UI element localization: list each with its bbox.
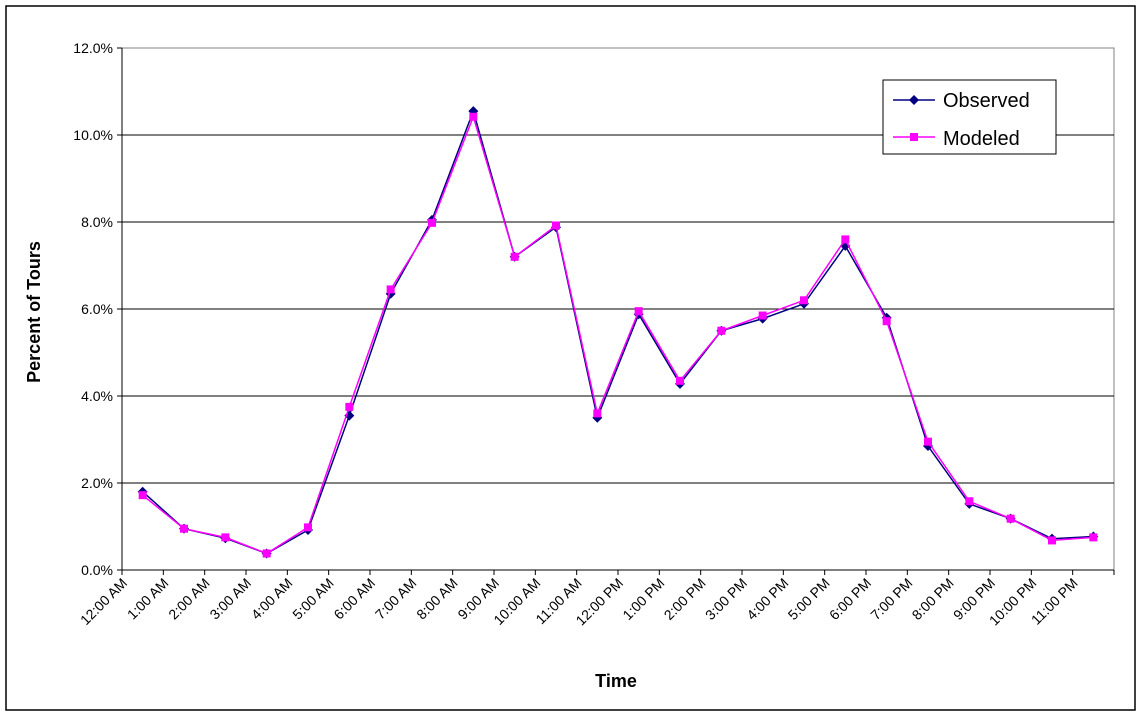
legend-modeled-label: Modeled <box>943 128 1020 150</box>
series-modeled <box>138 112 1098 558</box>
data-point-modeled <box>221 533 230 542</box>
data-point-modeled <box>345 402 354 411</box>
data-point-modeled <box>1089 533 1098 542</box>
data-point-modeled <box>138 491 147 500</box>
y-tick-label: 8.0% <box>81 214 113 230</box>
data-point-modeled <box>841 235 850 244</box>
y-tick-label: 2.0% <box>81 475 113 491</box>
data-point-modeled <box>676 376 684 385</box>
data-point-modeled <box>1006 514 1015 523</box>
y-axis-title: Percent of Tours <box>24 241 44 383</box>
data-point-modeled <box>262 549 271 558</box>
data-point-modeled <box>882 317 891 326</box>
series-line-modeled <box>142 114 1094 555</box>
data-point-modeled <box>1048 536 1056 545</box>
data-point-modeled <box>552 221 560 230</box>
x-axis-title: Time <box>595 671 637 691</box>
data-point-modeled <box>593 409 602 418</box>
data-point-modeled <box>800 296 808 305</box>
data-point-modeled <box>304 523 312 532</box>
y-tick-label: 6.0% <box>81 301 113 317</box>
legend-modeled-marker <box>910 133 918 141</box>
y-tick-label: 0.0% <box>81 562 113 578</box>
legend-observed-marker <box>909 95 919 105</box>
legend-box <box>882 79 1057 155</box>
data-point-modeled <box>180 524 188 533</box>
legend: Observed Modeled <box>882 79 1057 155</box>
data-point-modeled <box>924 437 932 446</box>
legend-observed-label: Observed <box>943 90 1030 112</box>
series-line-observed <box>142 108 1094 555</box>
y-tick-label: 4.0% <box>81 388 113 404</box>
data-point-modeled <box>469 112 478 121</box>
data-point-modeled <box>386 285 395 294</box>
y-axis-ticks: 0.0% 2.0% 4.0% 6.0% 8.0% 10.0% 12.0% <box>73 40 122 578</box>
data-point-modeled <box>510 252 519 261</box>
data-point-modeled <box>717 326 726 335</box>
series-layer <box>137 106 1099 559</box>
y-tick-label: 12.0% <box>73 40 113 56</box>
y-tick-label: 10.0% <box>73 127 113 143</box>
data-point-modeled <box>634 307 643 316</box>
data-point-modeled <box>965 497 974 506</box>
data-point-modeled <box>758 311 767 320</box>
data-point-modeled <box>428 218 436 227</box>
